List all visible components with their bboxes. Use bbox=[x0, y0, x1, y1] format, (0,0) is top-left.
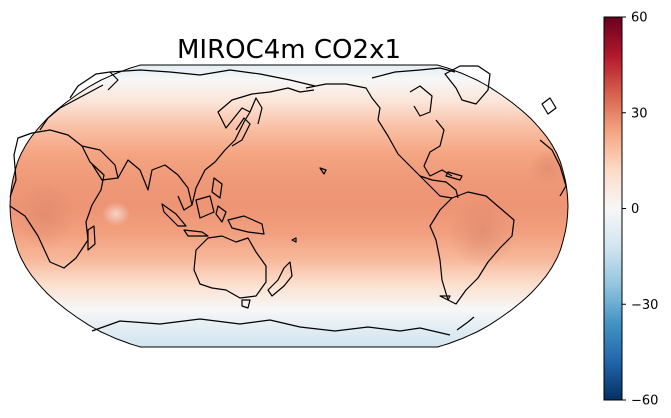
colorbar-scale bbox=[603, 16, 623, 401]
coastline-greenland bbox=[444, 65, 491, 105]
coastline-kamchatka bbox=[249, 97, 263, 125]
coastline-tasmania bbox=[241, 299, 251, 309]
coastline-japan bbox=[231, 117, 251, 147]
coastline-arabia bbox=[81, 145, 119, 181]
colorbar-tick-label: 30 bbox=[631, 106, 648, 121]
coastline-cuba bbox=[445, 171, 463, 181]
coastline-australia bbox=[193, 235, 267, 299]
coastline-west-coast bbox=[377, 119, 453, 199]
coastline-falklands bbox=[439, 295, 451, 301]
coastlines bbox=[9, 65, 567, 336]
colorbar-tick-label: 0 bbox=[631, 202, 639, 217]
colorbar-ticks: 60 30 0 −30 −60 bbox=[622, 11, 658, 409]
coastline-east-coast bbox=[423, 119, 453, 177]
colorbar-tick-label: −60 bbox=[631, 394, 658, 409]
coastline-borneo bbox=[195, 195, 215, 219]
coastline-new-guinea bbox=[227, 215, 265, 235]
world-map bbox=[9, 64, 569, 348]
coastline-scandinavia bbox=[69, 71, 119, 99]
colorbar-tick-label: 60 bbox=[631, 11, 648, 26]
coastline-antarctica-peninsula bbox=[456, 316, 475, 331]
map-title: MIROC4m CO2x1 bbox=[177, 35, 401, 65]
coastline-antarctica bbox=[91, 318, 451, 336]
coastline-philippines bbox=[211, 177, 223, 199]
coastline-gulf bbox=[419, 175, 459, 199]
coastline-java bbox=[183, 229, 209, 237]
coastline-alaska bbox=[305, 83, 381, 121]
coastline-canada-arctic bbox=[371, 67, 456, 79]
colorbar-tick-label: −30 bbox=[631, 298, 658, 313]
coastline-hawaii bbox=[319, 167, 327, 175]
coastline-east-asia bbox=[191, 87, 315, 206]
coastline-europe bbox=[39, 84, 104, 131]
coastline-asia-south bbox=[117, 159, 193, 211]
coastline-asia-north bbox=[109, 69, 316, 87]
map-boundary bbox=[9, 64, 569, 348]
coastline-fiji bbox=[291, 237, 297, 243]
coastline-africa bbox=[9, 129, 105, 269]
coastline-new-zealand bbox=[267, 261, 293, 297]
coastline-hudson bbox=[409, 85, 433, 117]
coastline-sulawesi bbox=[215, 205, 227, 223]
coastline-sumatra bbox=[161, 203, 187, 227]
coastline-west-africa bbox=[539, 139, 567, 197]
coastline-madagascar bbox=[87, 225, 96, 251]
coastline-britain bbox=[541, 97, 557, 115]
colorbar: 60 30 0 −30 −60 bbox=[603, 11, 658, 409]
coastline-south-america bbox=[429, 191, 515, 305]
